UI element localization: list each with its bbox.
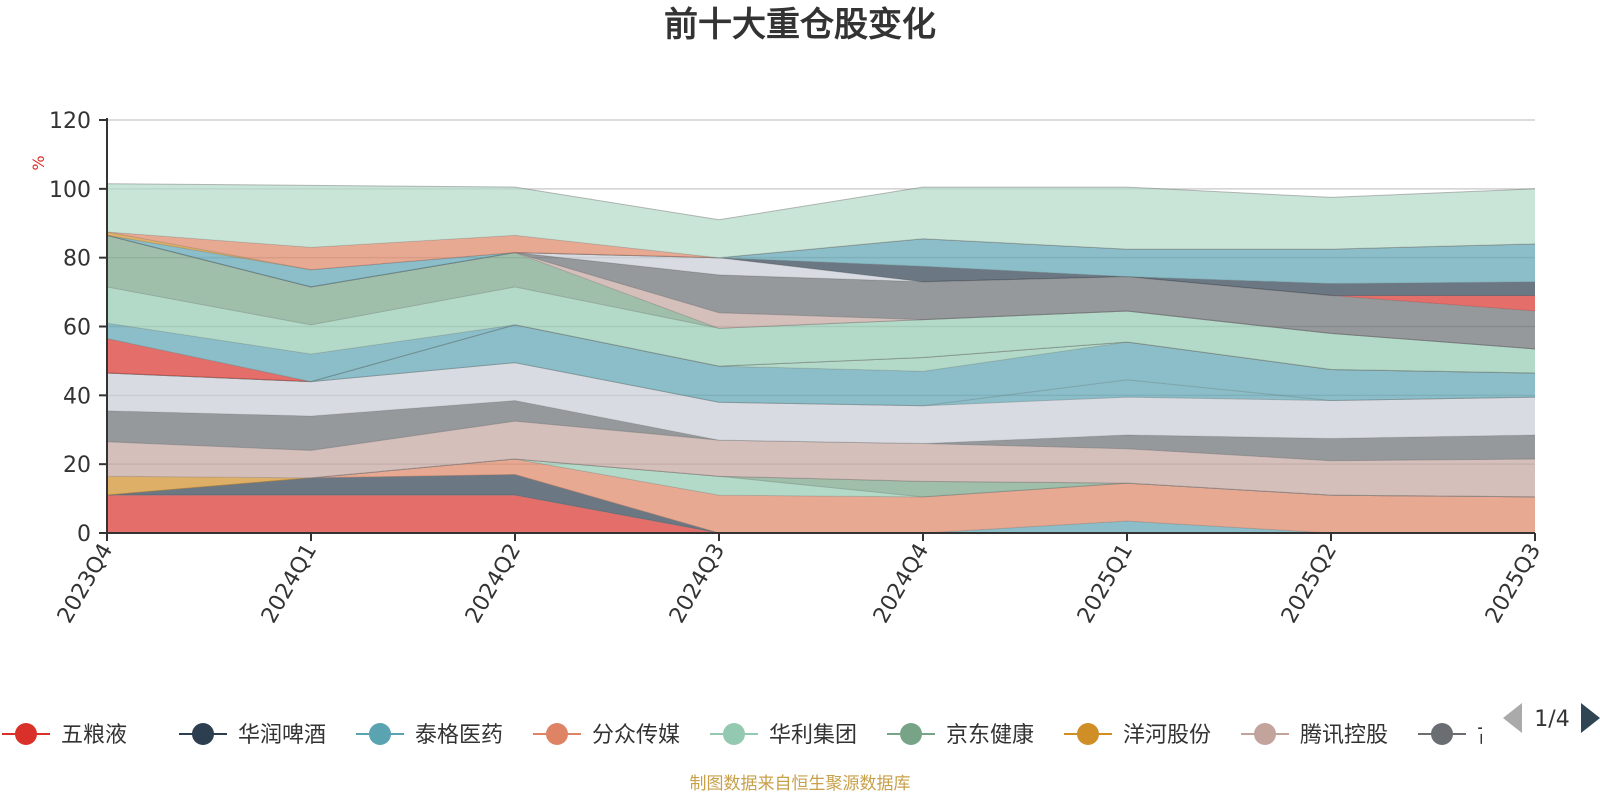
legend-item[interactable]: 腾讯控股 xyxy=(1241,723,1388,748)
area-edge-25 xyxy=(106,183,1536,221)
legend-item[interactable]: 华润啤酒 xyxy=(179,723,326,748)
legend-item[interactable]: 泰格医药 xyxy=(356,723,503,748)
y-tick-label: 60 xyxy=(63,316,91,341)
legend-label: 京东健康 xyxy=(946,723,1034,748)
area-segment-22 xyxy=(107,235,1535,287)
area-segment-25 xyxy=(107,183,1535,258)
legend-dot-icon xyxy=(192,723,214,745)
area-segment-21 xyxy=(107,235,1535,296)
x-tick-label: 2024Q2 xyxy=(461,540,526,628)
legend-label: 华利集团 xyxy=(769,723,857,748)
y-tick-label: 80 xyxy=(63,247,91,272)
legend-dot-icon xyxy=(369,723,391,745)
legend-dot-icon xyxy=(15,723,37,745)
y-tick-label: 20 xyxy=(63,453,91,478)
legend-item[interactable]: 五粮液 xyxy=(2,723,127,748)
area-segment-9 xyxy=(107,362,1535,444)
legend-page-indicator: 1/4 xyxy=(1534,707,1569,732)
x-tick-label: 2023Q4 xyxy=(53,540,118,628)
area-segment-16 xyxy=(107,235,1535,349)
legend-label: 腾讯控股 xyxy=(1300,723,1388,748)
legend-label: 华润啤酒 xyxy=(238,723,326,748)
legend-label: 泰格医药 xyxy=(415,723,503,748)
x-tick-label: 2024Q1 xyxy=(257,540,322,628)
legend-dot-icon xyxy=(1431,723,1453,745)
legend-item[interactable]: 京东健康 xyxy=(887,723,1034,748)
legend-items: 五粮液 华润啤酒 泰格医药 分众传媒 华利集团 京东健康 洋河股份 腾讯控股 古井贡酒 xyxy=(2,723,1565,748)
legend-item[interactable]: 分众传媒 xyxy=(533,723,680,748)
legend-label: 古井贡酒 xyxy=(1477,723,1565,748)
x-tick-label: 2025Q2 xyxy=(1277,540,1342,628)
legend-item[interactable]: 华利集团 xyxy=(710,723,857,748)
area-series-华润啤酒 xyxy=(107,474,1535,533)
area-segment-24 xyxy=(107,231,1535,270)
area-segment-13 xyxy=(107,324,1535,382)
y-tick-label: 40 xyxy=(63,384,91,409)
legend-dot-icon xyxy=(723,723,745,745)
y-axis-unit: % xyxy=(29,155,48,170)
legend-dot-icon xyxy=(900,723,922,745)
area-series-group xyxy=(106,183,1536,534)
area-segment-15 xyxy=(107,286,1535,373)
area-series-华利集团 xyxy=(107,459,1535,497)
legend-next-arrow-icon[interactable] xyxy=(1581,703,1600,733)
y-tick-label: 100 xyxy=(49,178,91,203)
legend-dot-icon xyxy=(546,723,568,745)
area-segment-14 xyxy=(107,323,1535,382)
legend-dot-icon xyxy=(1077,723,1099,745)
x-tick-label: 2024Q3 xyxy=(665,540,730,628)
legend-prev-arrow-icon[interactable] xyxy=(1503,703,1522,733)
x-tick-label: 2025Q3 xyxy=(1481,540,1546,628)
y-tick-label: 120 xyxy=(49,109,91,134)
legend-pager: 1/4 xyxy=(1503,703,1600,733)
legend-dot-icon xyxy=(1254,723,1276,745)
legend: 五粮液 华润啤酒 泰格医药 分众传媒 华利集团 京东健康 洋河股份 腾讯控股 古井贡酒 xyxy=(2,723,1565,748)
area-segment-18 xyxy=(107,235,1535,349)
legend-label: 洋河股份 xyxy=(1123,723,1211,748)
legend-label: 五粮液 xyxy=(61,723,127,748)
x-tick-label: 2025Q1 xyxy=(1073,540,1138,628)
chart-title: 前十大重仓股变化 xyxy=(664,5,936,45)
y-tick-label: 0 xyxy=(77,522,91,547)
area-series-五粮液 xyxy=(107,495,1535,533)
legend-item[interactable]: 洋河股份 xyxy=(1064,723,1211,748)
area-segment-10 xyxy=(107,362,1535,406)
x-tick-label: 2024Q4 xyxy=(869,540,934,628)
legend-label: 分众传媒 xyxy=(592,723,680,748)
legend-item[interactable]: 古井贡酒 xyxy=(1418,723,1565,748)
data-source-note: 制图数据来自恒生聚源数据库 xyxy=(690,774,911,794)
area-series-腾讯控股 xyxy=(107,421,1535,497)
area-series-古井贡酒 xyxy=(107,400,1535,461)
area-segment-11 xyxy=(107,324,1535,406)
